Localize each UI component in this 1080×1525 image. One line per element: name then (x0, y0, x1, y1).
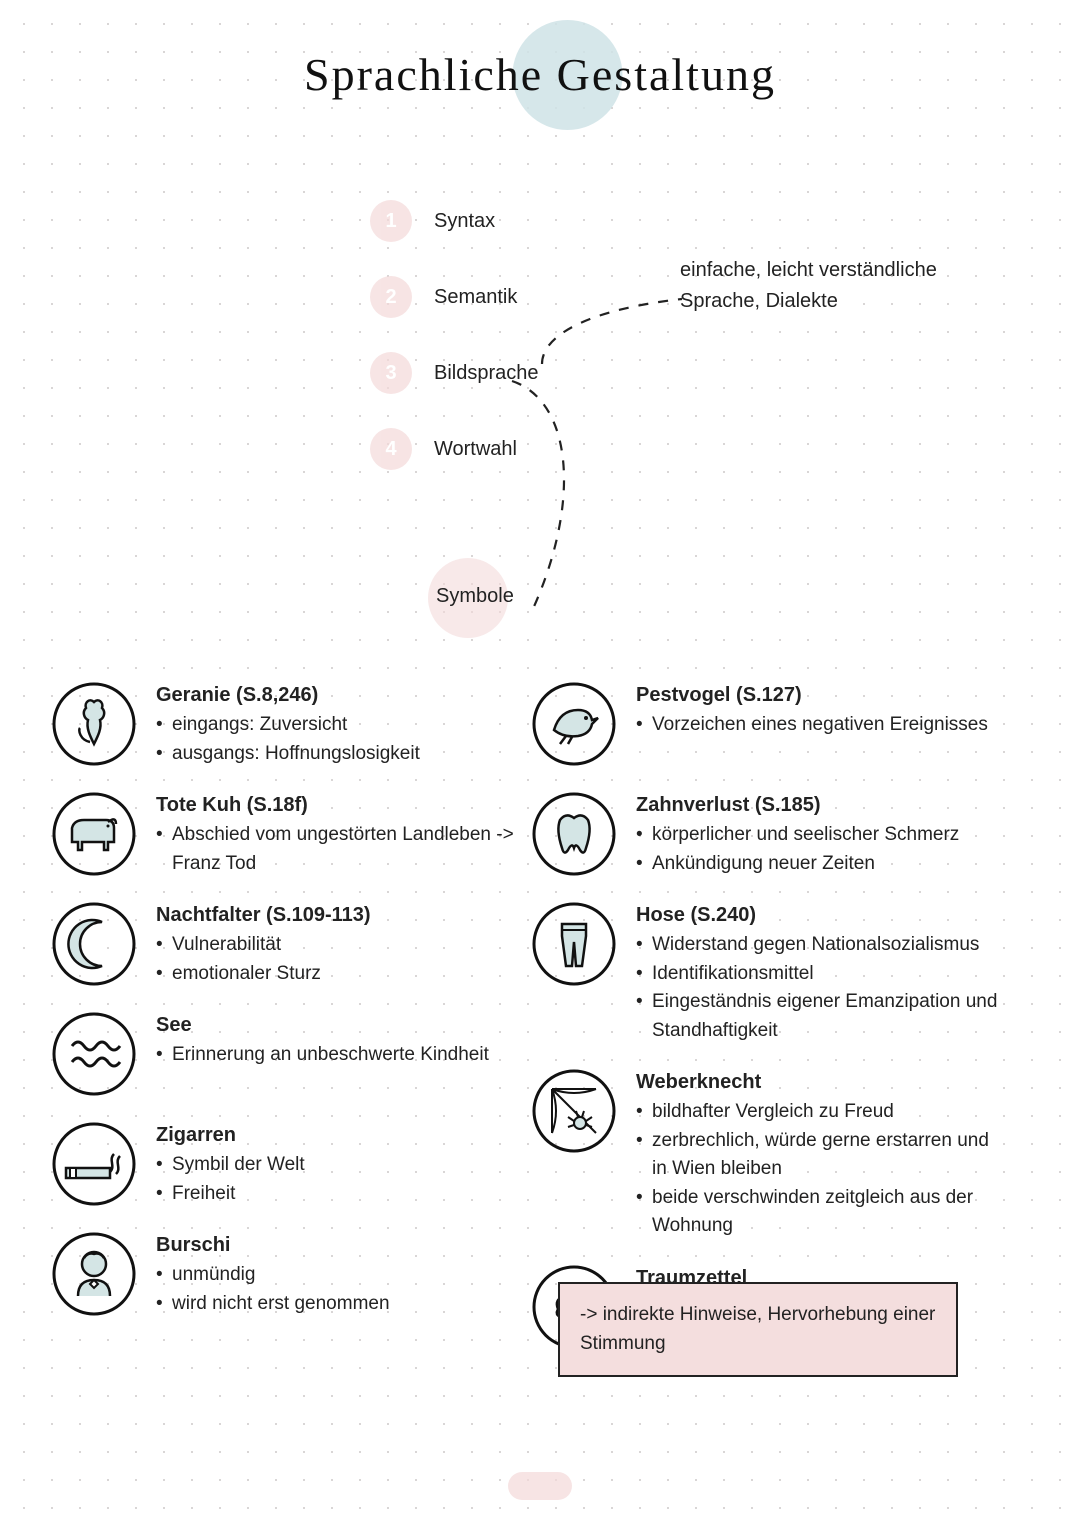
symbol-item-bird: Pestvogel (S.127) Vorzeichen eines negati… (530, 680, 1000, 768)
cow-icon (50, 790, 138, 878)
number-badge: 2 (370, 276, 412, 318)
number-label: Syntax (434, 210, 495, 233)
symbol-point: körperlicher und seelischer Schmerz (636, 821, 959, 850)
symbol-title: Hose (S.240) (636, 904, 1000, 927)
title-area: Sprachliche Gestaltung (0, 0, 1080, 150)
symbol-text: Weberknecht bildhafter Vergleich zu Freud… (636, 1067, 1000, 1241)
symbol-point: Erinnerung an unbeschwerte Kindheit (156, 1041, 489, 1070)
symbol-point: ausgangs: Hoffnungslosigkeit (156, 740, 420, 769)
symbol-points: bildhafter Vergleich zu Freudzerbrechlic… (636, 1098, 1000, 1241)
symbol-point: Identifikationsmittel (636, 960, 1000, 989)
symbol-points: Symbil der WeltFreiheit (156, 1151, 305, 1208)
symbol-title: Tote Kuh (S.18f) (156, 794, 520, 817)
symbol-point: wird nicht erst genommen (156, 1290, 390, 1319)
symbol-text: See Erinnerung an unbeschwerte Kindheit (156, 1010, 489, 1098)
symbol-text: Zahnverlust (S.185) körperlicher und seel… (636, 790, 959, 878)
symbol-point: Eingeständnis eigener Emanzipation und S… (636, 988, 1000, 1045)
symbol-item-cigar: Zigarren Symbil der WeltFreiheit (50, 1120, 520, 1208)
waves-icon (50, 1010, 138, 1098)
symbol-text: Hose (S.240) Widerstand gegen Nationalsoz… (636, 900, 1000, 1045)
number-badge: 1 (370, 200, 412, 242)
symbol-title: Weberknecht (636, 1071, 1000, 1094)
tooth-icon (530, 790, 618, 878)
symbol-text: Burschi unmündigwird nicht erst genommen (156, 1230, 390, 1318)
symbol-point: unmündig (156, 1261, 390, 1290)
symbol-points: körperlicher und seelischer SchmerzAnkün… (636, 821, 959, 878)
symbol-points: Widerstand gegen NationalsozialismusIden… (636, 931, 1000, 1045)
symbol-point: Vulnerabilität (156, 931, 371, 960)
symbol-item-spider: Weberknecht bildhafter Vergleich zu Freud… (530, 1067, 1000, 1241)
number-badge: 3 (370, 352, 412, 394)
symbol-point: bildhafter Vergleich zu Freud (636, 1098, 1000, 1127)
symbol-points: eingangs: Zuversichtausgangs: Hoffnungsl… (156, 711, 420, 768)
symbol-item-moon: Nachtfalter (S.109-113) Vulnerabilitätemo… (50, 900, 520, 988)
symbol-point: Freiheit (156, 1180, 305, 1209)
number-badge: 4 (370, 428, 412, 470)
symbol-text: Geranie (S.8,246) eingangs: Zuversichtaus… (156, 680, 420, 768)
symbol-point: Widerstand gegen Nationalsozialismus (636, 931, 1000, 960)
symbol-points: unmündigwird nicht erst genommen (156, 1261, 390, 1318)
moon-icon (50, 900, 138, 988)
symbol-text: Pestvogel (S.127) Vorzeichen eines negati… (636, 680, 988, 768)
number-label: Semantik (434, 286, 517, 309)
dashed-connector-2 (512, 381, 632, 621)
symbol-points: Abschied vom ungestörten Landleben -> Fr… (156, 821, 520, 878)
symbol-title: Nachtfalter (S.109-113) (156, 904, 371, 927)
spider-icon (530, 1067, 618, 1155)
symbol-text: Tote Kuh (S.18f) Abschied vom ungestörten… (156, 790, 520, 878)
page-number: ~10~ (0, 1476, 1080, 1497)
symbol-title: Pestvogel (S.127) (636, 684, 988, 707)
symbol-points: Vulnerabilitätemotionaler Sturz (156, 931, 371, 988)
symbol-point: Abschied vom ungestörten Landleben -> Fr… (156, 821, 520, 878)
symbol-item-waves: See Erinnerung an unbeschwerte Kindheit (50, 1010, 520, 1098)
numbered-row-2: 2 Semantik (370, 276, 539, 318)
symbol-point: Vorzeichen eines negativen Ereignisses (636, 711, 988, 740)
symbol-point: eingangs: Zuversicht (156, 711, 420, 740)
symbol-item-pants: Hose (S.240) Widerstand gegen Nationalsoz… (530, 900, 1000, 1045)
page-title: Sprachliche Gestaltung (0, 48, 1080, 101)
symbols-column-left: Geranie (S.8,246) eingangs: Zuversichtaus… (50, 680, 520, 1401)
symbol-item-cow: Tote Kuh (S.18f) Abschied vom ungestörten… (50, 790, 520, 878)
symbol-point: beide verschwinden zeitgleich aus der Wo… (636, 1184, 1000, 1241)
symbol-item-tooth: Zahnverlust (S.185) körperlicher und seel… (530, 790, 1000, 878)
symbol-point: Ankündigung neuer Zeiten (636, 850, 959, 879)
symbole-label: Symbole (436, 585, 514, 608)
numbered-row-1: 1 Syntax (370, 200, 539, 242)
symbol-title: Zigarren (156, 1124, 305, 1147)
cigar-icon (50, 1120, 138, 1208)
symbol-point: emotionaler Sturz (156, 960, 371, 989)
bird-icon (530, 680, 618, 768)
symbol-title: Geranie (S.8,246) (156, 684, 420, 707)
boy-icon (50, 1230, 138, 1318)
symbol-item-boy: Burschi unmündigwird nicht erst genommen (50, 1230, 520, 1318)
note-box: -> indirekte Hinweise, Hervorhebung eine… (558, 1282, 958, 1377)
symbol-point: Symbil der Welt (156, 1151, 305, 1180)
symbol-text: Nachtfalter (S.109-113) Vulnerabilitätemo… (156, 900, 371, 988)
number-label: Wortwahl (434, 438, 517, 461)
pants-icon (530, 900, 618, 988)
symbol-points: Vorzeichen eines negativen Ereignisses (636, 711, 988, 740)
rose-icon (50, 680, 138, 768)
symbol-text: Zigarren Symbil der WeltFreiheit (156, 1120, 305, 1208)
symbol-item-rose: Geranie (S.8,246) eingangs: Zuversichtaus… (50, 680, 520, 768)
symbol-title: Burschi (156, 1234, 390, 1257)
symbol-point: zerbrechlich, würde gerne erstarren und … (636, 1127, 1000, 1184)
symbol-title: Zahnverlust (S.185) (636, 794, 959, 817)
symbol-title: See (156, 1014, 489, 1037)
symbol-points: Erinnerung an unbeschwerte Kindheit (156, 1041, 489, 1070)
